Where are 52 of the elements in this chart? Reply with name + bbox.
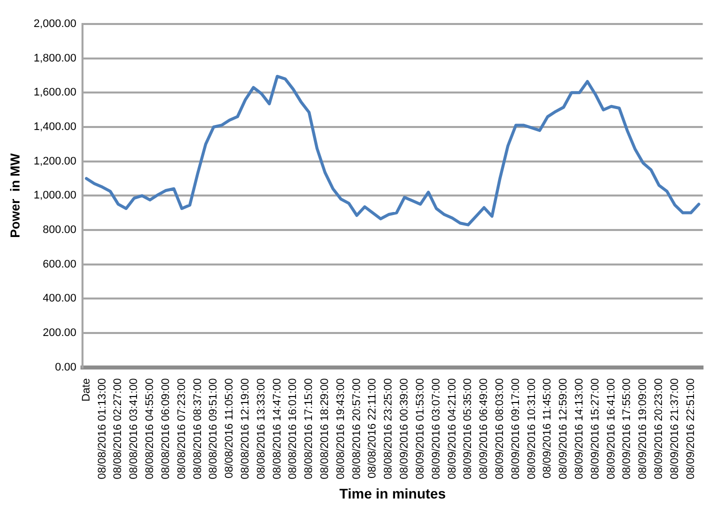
x-tick-label: 08/09/2016 12:59:00	[558, 378, 570, 480]
x-tick-label: 08/09/2016 10:31:00	[526, 378, 538, 480]
x-tick-label: 08/08/2016 20:57:00	[350, 378, 363, 480]
x-tick-label: 08/08/2016 08:37:00	[192, 378, 204, 480]
x-tick-label: 08/09/2016 04:21:00	[446, 378, 458, 480]
x-tick-label: 08/08/2016 01:13:00	[96, 378, 108, 480]
x-tick-label: 08/08/2016 18:29:00	[319, 378, 332, 480]
x-tick-label: 08/08/2016 02:27:00	[112, 378, 124, 480]
x-tick-label: 08/09/2016 15:27:00	[589, 378, 602, 480]
y-tick-label: 800.00	[42, 224, 76, 236]
x-tick-label: 08/09/2016 01:53:00	[414, 378, 426, 480]
x-tick-label: 08/09/2016 00:39:00	[398, 378, 411, 480]
y-tick-label: 2,000.00	[34, 18, 76, 30]
x-tick-label: 08/08/2016 19:43:00	[334, 378, 347, 480]
x-tick-label: 08/08/2016 11:05:00	[224, 378, 236, 478]
x-tick-label: 08/09/2016 22:51:00	[684, 378, 697, 480]
y-tick-label: 0.00	[54, 361, 76, 374]
x-tick-label: 08/08/2016 17:15:00	[303, 378, 316, 480]
y-tick-label: 400.00	[42, 292, 76, 305]
x-tick-label: 08/08/2016 13:33:00	[255, 378, 268, 480]
x-tick-label: 08/09/2016 21:37:00	[668, 378, 681, 480]
x-tick-label: 08/08/2016 12:19:00	[239, 378, 252, 480]
x-tick-label: 08/09/2016 14:13:00	[574, 378, 586, 480]
y-axis-title: Power in MW	[7, 152, 22, 238]
y-tick-label: 600.00	[42, 258, 76, 270]
x-axis-title: Time in minutes	[339, 485, 446, 502]
x-tick-label: 08/09/2016 11:45:00	[542, 378, 554, 478]
y-tick-label: 1,200.00	[34, 155, 76, 168]
x-tick-label: 08/09/2016 06:49:00	[478, 378, 490, 480]
x-tick-label: 08/08/2016 07:23:00	[176, 378, 188, 480]
x-tick-label: 08/08/2016 09:51:00	[208, 378, 220, 480]
x-tick-label: 08/08/2016 03:41:00	[128, 378, 140, 480]
x-tick-label: 08/09/2016 20:23:00	[653, 378, 666, 480]
y-tick-label: 1,600.00	[34, 86, 76, 99]
x-tick-label: 08/09/2016 17:55:00	[621, 378, 634, 480]
y-tick-label: 1,400.00	[34, 121, 76, 134]
x-tick-label: 08/08/2016 22:11:00	[366, 378, 379, 478]
x-tick-label: 08/09/2016 19:09:00	[637, 378, 650, 480]
y-tick-label: 1,000.00	[34, 190, 76, 202]
x-tick-label: 08/08/2016 23:25:00	[382, 378, 395, 480]
x-tick-label: 08/08/2016 04:55:00	[144, 378, 156, 480]
x-tick-label: 08/08/2016 16:01:00	[287, 378, 300, 480]
y-tick-label: 1,800.00	[34, 52, 76, 64]
x-tick-label: 08/08/2016 14:47:00	[271, 378, 284, 480]
y-tick-label: 200.00	[42, 326, 76, 339]
x-tick-label: Date	[80, 378, 92, 402]
x-tick-label: 08/09/2016 09:17:00	[510, 378, 522, 480]
x-tick-label: 08/08/2016 06:09:00	[160, 378, 172, 480]
x-tick-label: 08/09/2016 03:07:00	[430, 378, 442, 480]
x-tick-label: 08/09/2016 08:03:00	[494, 378, 506, 480]
x-tick-label: 08/09/2016 05:35:00	[462, 378, 474, 480]
x-tick-label: 08/09/2016 16:41:00	[605, 378, 618, 480]
